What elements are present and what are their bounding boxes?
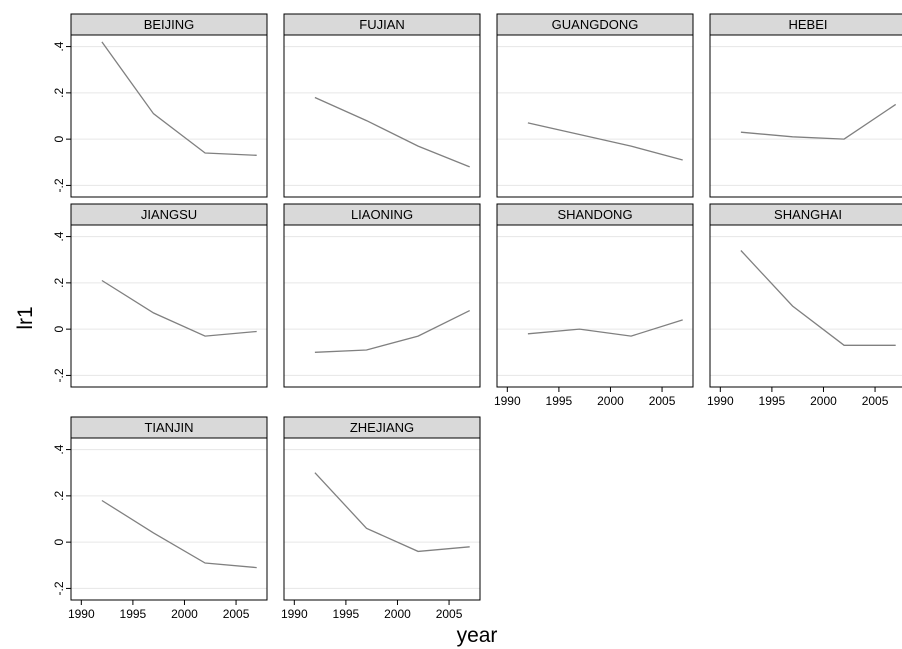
panel-title: HEBEI — [788, 17, 827, 32]
x-tick-label: 1990 — [281, 607, 308, 621]
y-tick-label: -.2 — [52, 368, 66, 382]
x-tick-label: 2000 — [597, 394, 624, 408]
series-line-guangdong — [527, 122, 683, 161]
plot-frame — [283, 437, 481, 601]
y-tick-label: .4 — [52, 231, 66, 241]
plot-frame — [70, 437, 268, 601]
panel-title: LIAONING — [351, 207, 413, 222]
x-tick-label: 2005 — [223, 607, 250, 621]
panel-title: SHANGHAI — [774, 207, 842, 222]
x-tick-label: 2000 — [384, 607, 411, 621]
panel-guangdong: GUANGDONG — [496, 13, 694, 198]
series-line-beijing — [101, 41, 257, 156]
panel-tianjin: TIANJIN -.2 0 .2 .4 1990 1995 2000 2005 — [52, 416, 268, 621]
x-tick-label: 1990 — [494, 394, 521, 408]
x-axis-title: year — [457, 624, 498, 647]
panel-title: SHANDONG — [557, 207, 632, 222]
plot-frame — [709, 224, 902, 388]
panel-liaoning: LIAONING — [283, 203, 481, 388]
panel-hebei: HEBEI — [709, 13, 902, 198]
panel-title: ZHEJIANG — [350, 420, 414, 435]
panel-shandong: SHANDONG 1990 1995 2000 2005 — [494, 203, 694, 408]
y-tick-label: .4 — [52, 444, 66, 454]
series-line-tianjin — [101, 499, 257, 569]
panel-fujian: FUJIAN — [283, 13, 481, 198]
x-tick-label: 2000 — [810, 394, 837, 408]
y-axis-title: lr1 — [14, 306, 37, 329]
plot-frame — [70, 34, 268, 198]
plot-frame — [709, 34, 902, 198]
y-tick-label: 0 — [52, 325, 66, 332]
panel-title: TIANJIN — [144, 420, 193, 435]
series-line-liaoning — [314, 310, 470, 353]
x-tick-label: 1995 — [333, 607, 360, 621]
series-line-shandong — [527, 319, 683, 337]
x-tick-label: 2000 — [171, 607, 198, 621]
plot-frame — [496, 34, 694, 198]
y-tick-label: .4 — [52, 41, 66, 51]
x-tick-label: 1995 — [759, 394, 786, 408]
panel-title: FUJIAN — [359, 17, 405, 32]
panel-title: JIANGSU — [141, 207, 197, 222]
x-tick-label: 2005 — [862, 394, 889, 408]
panel-zhejiang: ZHEJIANG 1990 1995 2000 2005 — [281, 416, 481, 621]
x-tick-label: 1990 — [707, 394, 734, 408]
y-tick-label: -.2 — [52, 178, 66, 192]
y-tick-label: .2 — [52, 278, 66, 288]
panel-shanghai: SHANGHAI 1990 1995 2000 2005 — [707, 203, 902, 408]
y-tick-label: 0 — [52, 538, 66, 545]
x-tick-label: 2005 — [649, 394, 676, 408]
panel-jiangsu: JIANGSU -.2 0 .2 .4 — [52, 203, 268, 388]
x-tick-label: 1995 — [120, 607, 147, 621]
y-tick-label: 0 — [52, 135, 66, 142]
x-tick-label: 2005 — [436, 607, 463, 621]
plot-frame — [283, 224, 481, 388]
series-line-zhejiang — [314, 472, 470, 553]
panel-beijing: BEIJING -.2 0 .2 .4 — [52, 13, 268, 198]
panel-title: BEIJING — [144, 17, 195, 32]
panel-title: GUANGDONG — [552, 17, 639, 32]
series-line-hebei — [740, 103, 897, 140]
plot-frame — [70, 224, 268, 388]
panels-layer: BEIJING -.2 0 .2 .4 FUJIAN GUANGDONG HEBEI JIANG… — [52, 13, 902, 621]
series-line-shanghai — [740, 250, 896, 346]
y-tick-label: .2 — [52, 88, 66, 98]
x-tick-label: 1990 — [68, 607, 95, 621]
series-line-jiangsu — [101, 279, 257, 337]
y-tick-label: -.2 — [52, 581, 66, 595]
plot-frame — [496, 224, 694, 388]
x-tick-label: 1995 — [546, 394, 573, 408]
plot-frame — [283, 34, 481, 198]
series-line-fujian — [314, 96, 470, 168]
y-tick-label: .2 — [52, 491, 66, 501]
